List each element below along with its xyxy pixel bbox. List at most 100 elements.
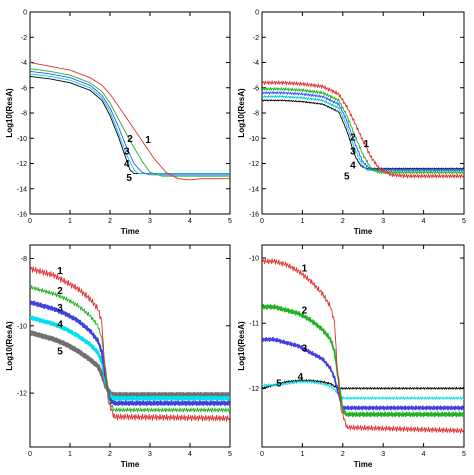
- x-tick-label: 2: [108, 451, 112, 458]
- x-tick-label: 1: [68, 451, 72, 458]
- series-line-3: [262, 336, 464, 411]
- y-tick-label: -11: [249, 321, 259, 328]
- y-tick-label: -8: [253, 111, 259, 118]
- series-line-1: [262, 258, 464, 434]
- series-line-5: [262, 99, 464, 170]
- plot-area: [262, 258, 464, 434]
- series-line-1: [262, 80, 464, 179]
- series-line-2: [262, 304, 464, 418]
- x-tick-label: 0: [260, 218, 264, 225]
- series-line-4: [262, 95, 464, 172]
- x-tick-label: 3: [148, 451, 152, 458]
- x-tick-label: 0: [28, 218, 32, 225]
- series-line-5: [30, 330, 230, 398]
- series-line-1: [30, 266, 230, 422]
- curve-label: 1: [145, 135, 151, 146]
- series-line-5: [30, 75, 230, 175]
- curve-label: 3: [350, 146, 356, 157]
- curve-label: 3: [57, 303, 63, 314]
- y-tick-label: -10: [17, 136, 27, 143]
- y-tick-label: -16: [249, 212, 259, 219]
- y-tick-label: 0: [23, 10, 27, 17]
- curve-label: 1: [363, 139, 369, 150]
- series-line-1: [30, 62, 230, 181]
- x-tick-label: 4: [188, 218, 192, 225]
- series-line-4: [30, 73, 230, 175]
- y-tick-label: -10: [17, 323, 27, 330]
- y-tick-label: -12: [249, 386, 259, 393]
- y-tick-label: -4: [21, 60, 27, 67]
- x-tick-label: 5: [228, 451, 232, 458]
- y-tick-label: -10: [249, 136, 259, 143]
- y-tick-label: -8: [21, 111, 27, 118]
- y-tick-label: -2: [21, 35, 27, 42]
- y-axis-title: Log10(ResA): [237, 321, 246, 371]
- x-tick-label: 4: [422, 218, 426, 225]
- y-axis-title: Log10(ResA): [5, 321, 14, 371]
- curve-label: 2: [350, 132, 356, 143]
- x-axis-title: Time: [354, 227, 373, 236]
- y-tick-label: -6: [253, 85, 259, 92]
- curve-label: 5: [126, 173, 132, 184]
- x-tick-label: 1: [300, 218, 304, 225]
- y-tick-label: -12: [17, 391, 27, 398]
- series-line-3: [30, 300, 230, 407]
- x-tick-label: 3: [381, 218, 385, 225]
- plot-frame: [261, 244, 465, 448]
- series-line-4: [262, 380, 464, 400]
- x-tick-label: 2: [341, 218, 345, 225]
- plot-area: [30, 266, 230, 422]
- y-tick-label: -12: [17, 161, 27, 168]
- y-tick-label: -8: [21, 256, 27, 263]
- curve-label: 2: [302, 306, 308, 317]
- y-axis-title: Log10(ResA): [5, 88, 14, 138]
- y-tick-label: -2: [253, 35, 259, 42]
- plot-frame: [29, 244, 231, 448]
- curve-label: 3: [302, 343, 308, 354]
- series-line-2: [30, 285, 230, 413]
- curve-label: 1: [302, 263, 308, 274]
- chart-panel-bottom-right: 0 1 2 3 4 5 -12 -11 -10 Time Log10(ResA) 1 2 3 4 5: [237, 244, 466, 469]
- curve-label: 5: [276, 379, 282, 390]
- y-tick-label: -14: [17, 186, 27, 193]
- curve-label: 5: [57, 347, 63, 358]
- x-tick-label: 0: [260, 451, 264, 458]
- y-tick-label: -4: [253, 60, 259, 67]
- y-tick-label: -14: [249, 186, 259, 193]
- plot-area: [30, 62, 230, 181]
- x-tick-label: 5: [462, 218, 466, 225]
- x-axis-title: Time: [121, 460, 140, 469]
- y-tick-label: -16: [17, 212, 27, 219]
- x-tick-label: 4: [188, 451, 192, 458]
- curve-label: 2: [127, 134, 133, 145]
- series-line-2: [262, 87, 464, 175]
- x-tick-label: 1: [68, 218, 72, 225]
- curve-label: 4: [350, 160, 356, 171]
- plot-frame: [261, 11, 465, 215]
- curve-label: 4: [124, 159, 130, 170]
- plot-area: [262, 80, 464, 179]
- y-tick-label: -12: [249, 161, 259, 168]
- x-axis-title: Time: [354, 460, 373, 469]
- chart-panel-top-left: 0 1 2 3 4 5 -16 -14 -12 -10 -8 -6 -4 -2 0 Time Log10(Res…: [5, 10, 232, 237]
- x-tick-label: 2: [108, 218, 112, 225]
- y-tick-label: -6: [21, 85, 27, 92]
- series-line-5: [262, 379, 464, 390]
- chart-panel-top-right: 0 1 2 3 4 5-16-14-12-10-8-6-4-20TimeLog10(Res…: [237, 10, 466, 237]
- x-tick-label: 3: [148, 218, 152, 225]
- curve-label: 4: [298, 372, 304, 383]
- y-axis-title: Log10(ResA): [237, 88, 246, 138]
- y-tick-label: 0: [255, 10, 259, 17]
- x-tick-label: 5: [462, 451, 466, 458]
- x-tick-label: 4: [422, 451, 426, 458]
- x-tick-label: 2: [341, 451, 345, 458]
- chart-panel-bottom-left: 0 1 2 3 4 5 -12 -10 -8 Time Log10(ResA) 1 2 3 4 5: [5, 244, 232, 469]
- series-line-3: [30, 70, 230, 176]
- curve-label: 1: [57, 266, 63, 277]
- series-line-2: [30, 68, 230, 177]
- x-axis-title: Time: [121, 227, 140, 236]
- curve-label: 5: [344, 172, 350, 183]
- y-tick-label: -10: [249, 256, 259, 263]
- x-tick-label: 0: [28, 451, 32, 458]
